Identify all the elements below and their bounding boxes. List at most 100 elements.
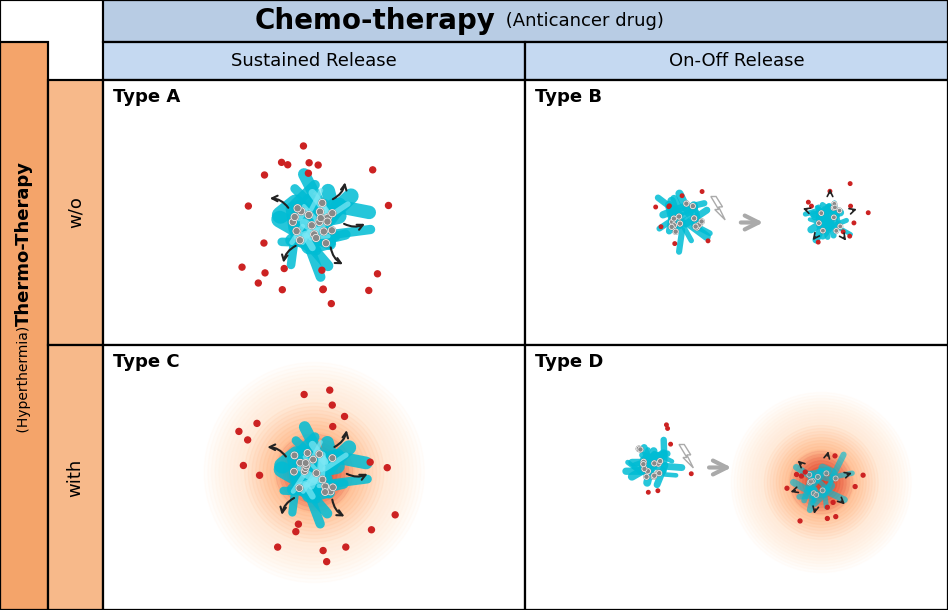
- Circle shape: [320, 228, 327, 235]
- Circle shape: [806, 467, 837, 498]
- Circle shape: [798, 519, 802, 523]
- Circle shape: [815, 476, 828, 489]
- Circle shape: [826, 505, 830, 509]
- Circle shape: [866, 211, 870, 215]
- Circle shape: [301, 468, 308, 475]
- Circle shape: [316, 451, 322, 458]
- Circle shape: [794, 473, 798, 476]
- Circle shape: [280, 287, 285, 293]
- Circle shape: [831, 215, 836, 220]
- Circle shape: [233, 392, 395, 553]
- Text: Thermo-Therapy: Thermo-Therapy: [15, 161, 33, 326]
- Circle shape: [324, 218, 331, 225]
- Circle shape: [659, 225, 663, 229]
- Text: Chemo-therapy: Chemo-therapy: [255, 7, 496, 35]
- Circle shape: [834, 229, 839, 233]
- Bar: [525, 80, 948, 345]
- Circle shape: [291, 214, 299, 221]
- Circle shape: [262, 270, 268, 276]
- Circle shape: [644, 474, 649, 479]
- Circle shape: [838, 224, 843, 229]
- Bar: [525, 345, 948, 610]
- Circle shape: [793, 454, 849, 511]
- Circle shape: [816, 221, 821, 226]
- Circle shape: [297, 459, 303, 466]
- Circle shape: [319, 476, 326, 483]
- Circle shape: [782, 443, 860, 522]
- Circle shape: [266, 425, 362, 520]
- Circle shape: [848, 234, 851, 238]
- Circle shape: [374, 271, 380, 277]
- Text: with: with: [66, 458, 84, 497]
- Circle shape: [270, 428, 358, 517]
- Bar: [0, 42, 48, 610]
- Text: Type B: Type B: [536, 88, 603, 106]
- Circle shape: [297, 237, 303, 244]
- Circle shape: [799, 461, 844, 504]
- Circle shape: [837, 208, 842, 213]
- Circle shape: [807, 201, 811, 204]
- Circle shape: [764, 426, 878, 539]
- Circle shape: [237, 395, 392, 550]
- Circle shape: [254, 420, 260, 426]
- Circle shape: [761, 423, 882, 542]
- Circle shape: [758, 420, 884, 545]
- Circle shape: [852, 221, 856, 224]
- Circle shape: [651, 461, 657, 466]
- Circle shape: [657, 470, 662, 476]
- Circle shape: [658, 459, 663, 464]
- Circle shape: [322, 240, 330, 247]
- Circle shape: [832, 205, 837, 210]
- Circle shape: [296, 485, 302, 492]
- Circle shape: [223, 381, 406, 564]
- Circle shape: [245, 437, 250, 443]
- Circle shape: [263, 421, 366, 524]
- Circle shape: [304, 450, 311, 456]
- Circle shape: [834, 515, 838, 518]
- Circle shape: [328, 227, 336, 234]
- Circle shape: [792, 453, 851, 512]
- Circle shape: [788, 450, 854, 515]
- Circle shape: [318, 215, 324, 222]
- Circle shape: [753, 414, 890, 551]
- Circle shape: [292, 451, 337, 495]
- Bar: [525, 42, 948, 80]
- Circle shape: [323, 559, 330, 565]
- Circle shape: [300, 458, 329, 487]
- Circle shape: [245, 403, 384, 542]
- Circle shape: [853, 485, 857, 489]
- Circle shape: [803, 464, 839, 500]
- Circle shape: [642, 466, 647, 472]
- Circle shape: [320, 548, 326, 553]
- Circle shape: [320, 286, 326, 292]
- Circle shape: [241, 399, 388, 546]
- Circle shape: [808, 480, 812, 485]
- Circle shape: [321, 489, 328, 495]
- Circle shape: [366, 287, 372, 293]
- Circle shape: [327, 488, 334, 495]
- Circle shape: [800, 462, 842, 503]
- Circle shape: [313, 234, 319, 242]
- Circle shape: [669, 442, 672, 446]
- Circle shape: [738, 398, 905, 567]
- Bar: [103, 42, 525, 80]
- Circle shape: [302, 459, 309, 467]
- Bar: [103, 80, 525, 345]
- Circle shape: [638, 447, 643, 452]
- Bar: [103, 345, 525, 610]
- Circle shape: [236, 428, 242, 434]
- Circle shape: [831, 206, 836, 210]
- Circle shape: [654, 205, 657, 209]
- Bar: [103, 0, 948, 42]
- Circle shape: [779, 440, 864, 525]
- Circle shape: [295, 453, 334, 492]
- Bar: [48, 80, 103, 345]
- Text: On-Off Release: On-Off Release: [669, 52, 805, 70]
- Circle shape: [341, 414, 348, 420]
- Circle shape: [809, 479, 813, 484]
- Circle shape: [746, 407, 896, 558]
- Circle shape: [692, 216, 697, 221]
- Circle shape: [370, 167, 375, 173]
- Circle shape: [305, 212, 313, 218]
- Circle shape: [818, 479, 825, 486]
